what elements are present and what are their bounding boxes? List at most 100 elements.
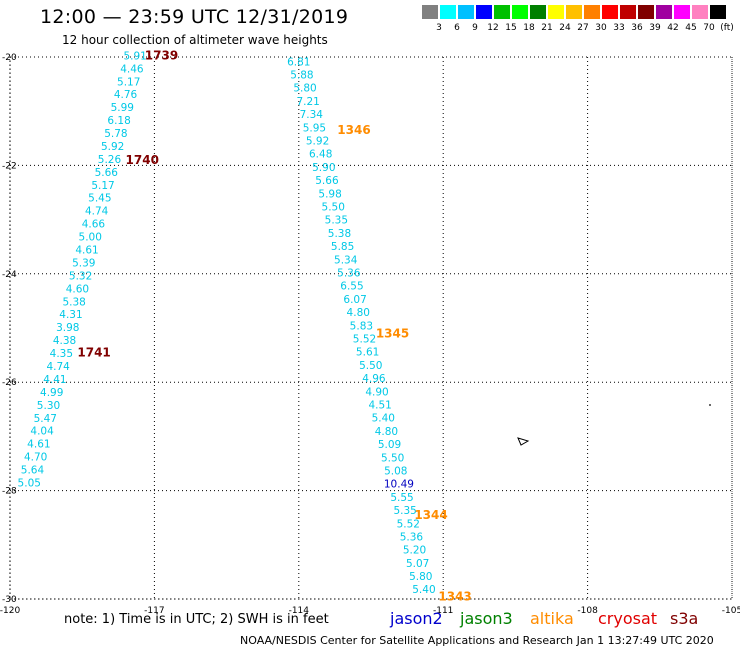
scale-swatch [548, 5, 564, 19]
lon-tick-label: -105 [722, 606, 740, 616]
scale-swatch [512, 5, 528, 19]
scale-swatch [638, 5, 654, 19]
west-track-swh-value: 5.32 [69, 270, 92, 282]
scale-swatch [674, 5, 690, 19]
scale-label: 70 [703, 23, 715, 33]
west-track-swh-value: 4.76 [114, 89, 138, 101]
lon-tick-label: -108 [577, 606, 598, 616]
scale-swatch [656, 5, 672, 19]
east-track-swh-value: 5.40 [372, 413, 395, 425]
east-track-swh-value: 5.34 [334, 254, 358, 266]
satellite-jason2: jason2 [390, 609, 443, 628]
east-track-swh-value: 5.92 [306, 136, 329, 148]
west-track-swh-value: 5.39 [72, 257, 95, 269]
scale-label: 12 [487, 23, 499, 33]
scale-label: 36 [631, 23, 643, 33]
lon-tick-label: -111 [433, 606, 453, 616]
scale-label: 24 [559, 23, 571, 33]
west-track-swh-value: 5.00 [79, 232, 102, 244]
satellite-cryosat: cryosat [598, 609, 658, 628]
east-track-swh-value: 5.20 [403, 545, 426, 557]
west-track-swh-value: 4.66 [82, 219, 106, 231]
lat-tick-label: -28 [2, 487, 17, 497]
west-track-swh-value: 4.60 [66, 283, 89, 295]
east-track-swh-value: 7.21 [296, 96, 319, 108]
lat-tick-label: -20 [2, 53, 17, 63]
satellite-jason3: jason3 [460, 609, 513, 628]
scale-label: 15 [505, 23, 517, 33]
scale-label: 42 [667, 23, 679, 33]
west-track-swh-value: 5.78 [104, 128, 127, 140]
west-track-swh-value: 4.31 [59, 309, 82, 321]
east-track-swh-value: 5.40 [412, 584, 435, 596]
east-track-swh-value: 4.51 [368, 399, 391, 411]
east-track-swh-value: 4.96 [362, 373, 386, 385]
east-track-swh-value: 5.90 [312, 162, 335, 174]
satellite-s3a: s3a [670, 609, 699, 628]
west-track-swh-value: 3.98 [56, 322, 79, 334]
scale-swatch [530, 5, 546, 19]
island-marker [517, 437, 530, 446]
scale-swatch [710, 5, 726, 19]
east-track-swh-value: 5.61 [356, 347, 379, 359]
west-track-swh-value: 4.46 [120, 63, 144, 75]
scale-swatch [584, 5, 600, 19]
scale-label: 3 [436, 23, 442, 33]
east-track-swh-value: 7.34 [300, 109, 324, 121]
scale-label: 30 [595, 23, 607, 33]
lon-tick-label: -120 [0, 606, 20, 616]
east-track-swh-value: 6.07 [343, 294, 366, 306]
east-track-swh-value: 5.66 [315, 175, 339, 187]
west-track-swh-value: 4.61 [75, 245, 98, 257]
east-track-time-label: 1344 [414, 508, 447, 522]
page-subtitle: 12 hour collection of altimeter wave hei… [62, 33, 328, 47]
scale-swatch [566, 5, 582, 19]
east-track-swh-value: 4.80 [347, 307, 370, 319]
scale-label: (ft) [720, 23, 734, 33]
scale-swatch [692, 5, 708, 19]
scale-swatch [458, 5, 474, 19]
east-track-swh-value: 5.38 [328, 228, 351, 240]
footer-credit: NOAA/NESDIS Center for Satellite Applica… [240, 634, 714, 647]
east-track-swh-value: 5.88 [290, 70, 313, 82]
east-track-swh-value: 5.83 [350, 320, 373, 332]
west-track-swh-value: 5.26 [98, 154, 122, 166]
scale-label: 45 [685, 23, 697, 33]
page-title: 12:00 — 23:59 UTC 12/31/2019 [40, 6, 349, 28]
east-track-swh-value: 4.80 [375, 426, 398, 438]
scale-label: 39 [649, 23, 661, 33]
scale-swatch [602, 5, 618, 19]
satellite-altika: altika [530, 609, 574, 628]
east-track-swh-value: 5.98 [318, 188, 341, 200]
west-track-swh-value: 4.61 [27, 439, 50, 451]
east-track-time-label: 1343 [438, 589, 471, 603]
west-track-swh-value: 5.30 [37, 400, 60, 412]
east-track-swh-value: 6.81 [287, 56, 310, 68]
east-track-swh-value: 5.08 [384, 465, 407, 477]
east-track-swh-value: 5.50 [381, 452, 404, 464]
east-track-swh-value: 5.55 [390, 492, 413, 504]
west-track-swh-value: 5.17 [91, 180, 114, 192]
east-track-swh-value: 5.95 [303, 122, 326, 134]
lat-tick-label: -22 [2, 161, 17, 171]
scale-swatch [494, 5, 510, 19]
west-track-swh-value: 5.91 [123, 50, 146, 62]
west-track-swh-value: 5.92 [101, 141, 124, 153]
east-track-swh-value: 5.36 [337, 267, 361, 279]
west-track-swh-value: 4.38 [53, 335, 76, 347]
lon-tick-label: -114 [289, 606, 310, 616]
east-track-swh-value: 5.07 [406, 558, 429, 570]
east-track-swh-value: 5.80 [293, 83, 316, 95]
lat-tick-label: -30 [2, 595, 17, 605]
west-track-time-label: 1741 [77, 345, 110, 359]
scale-label: 33 [613, 23, 625, 33]
west-track-swh-value: 5.38 [62, 296, 85, 308]
east-track-swh-value: 6.48 [309, 149, 332, 161]
west-track-swh-value: 4.35 [50, 348, 73, 360]
scale-label: 6 [454, 23, 460, 33]
lon-tick-label: -117 [144, 606, 164, 616]
west-track-time-label: 1740 [126, 153, 159, 167]
west-track-time-label: 1739 [145, 48, 178, 62]
scale-swatch [440, 5, 456, 19]
